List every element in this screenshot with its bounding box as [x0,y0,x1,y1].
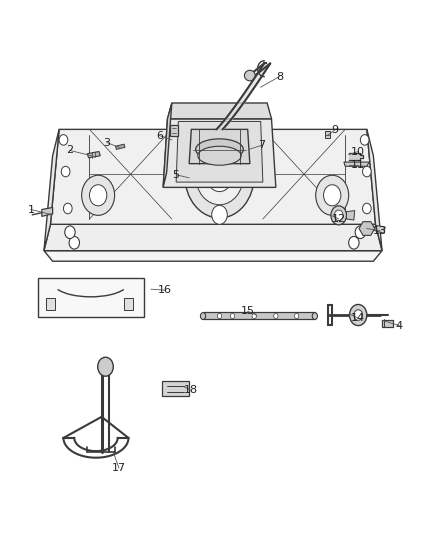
Polygon shape [167,103,271,119]
Polygon shape [163,103,171,188]
Text: 17: 17 [112,463,126,473]
Polygon shape [44,130,59,251]
Polygon shape [162,382,189,395]
Polygon shape [176,122,262,182]
Circle shape [362,166,371,177]
Ellipse shape [311,313,317,319]
Polygon shape [44,224,381,251]
Text: 6: 6 [156,131,163,141]
Text: 7: 7 [258,140,265,150]
Text: 18: 18 [184,385,198,395]
Circle shape [323,185,340,206]
Circle shape [353,310,362,320]
Circle shape [315,175,348,215]
Circle shape [59,135,67,145]
Circle shape [217,313,221,319]
Circle shape [206,160,232,191]
Circle shape [98,357,113,376]
Polygon shape [124,298,133,310]
Circle shape [360,135,368,145]
Text: 14: 14 [350,313,364,323]
Polygon shape [42,207,53,216]
Polygon shape [346,211,354,220]
Polygon shape [189,130,249,164]
Polygon shape [348,152,362,160]
Circle shape [330,206,346,225]
Circle shape [294,313,298,319]
Circle shape [354,226,365,239]
Text: 9: 9 [330,125,337,135]
Circle shape [65,226,75,239]
Polygon shape [374,225,384,233]
Ellipse shape [195,139,243,160]
Circle shape [195,147,243,205]
Circle shape [89,185,106,206]
Circle shape [348,237,358,249]
Circle shape [61,166,70,177]
Polygon shape [366,130,381,251]
Polygon shape [46,298,55,310]
Circle shape [230,313,234,319]
Polygon shape [115,144,125,149]
Text: 3: 3 [103,138,110,148]
Polygon shape [381,320,392,327]
Text: 5: 5 [172,169,179,180]
Circle shape [251,313,256,319]
Ellipse shape [244,70,254,81]
Polygon shape [343,162,368,166]
Polygon shape [50,130,374,224]
Text: 4: 4 [395,320,402,330]
Polygon shape [38,278,143,317]
Text: 2: 2 [66,146,73,156]
Text: 8: 8 [275,71,282,82]
Circle shape [273,313,277,319]
Polygon shape [163,119,275,188]
Circle shape [349,304,366,326]
Polygon shape [169,125,178,136]
Circle shape [362,203,371,214]
Circle shape [69,237,79,249]
Polygon shape [202,312,314,319]
Polygon shape [87,151,100,158]
Text: 13: 13 [372,225,386,236]
Circle shape [211,205,227,224]
Polygon shape [324,132,329,138]
Text: 16: 16 [158,285,172,295]
Circle shape [334,210,342,221]
Polygon shape [44,251,381,261]
Ellipse shape [200,313,205,319]
Ellipse shape [198,146,240,165]
Text: 12: 12 [331,214,345,224]
Text: 11: 11 [350,160,364,170]
Text: 10: 10 [350,147,364,157]
Circle shape [64,203,72,214]
Polygon shape [358,222,374,236]
Circle shape [184,134,254,218]
Text: 15: 15 [240,306,254,316]
Text: 1: 1 [28,205,34,215]
Circle shape [81,175,114,215]
